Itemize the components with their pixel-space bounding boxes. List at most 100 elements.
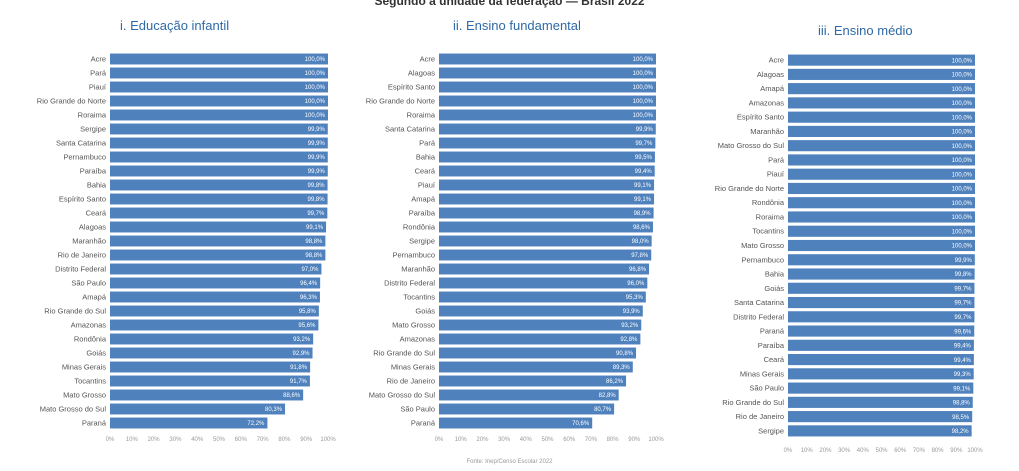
bar bbox=[788, 411, 973, 423]
bar bbox=[110, 109, 328, 121]
data-label: 100,0% bbox=[952, 187, 973, 193]
bar bbox=[788, 140, 975, 152]
data-label: 99,8% bbox=[308, 197, 326, 203]
bar bbox=[439, 207, 654, 219]
category-label: Mato Grosso do Sul bbox=[40, 405, 107, 414]
category-label: Distrito Federal bbox=[733, 312, 784, 321]
category-label: Maranhão bbox=[401, 265, 435, 274]
x-tick-label: 60% bbox=[235, 437, 248, 443]
x-tick-label: 30% bbox=[169, 437, 182, 443]
bar bbox=[110, 221, 327, 233]
category-label: Roraima bbox=[78, 111, 107, 120]
panel-title-medio: iii. Ensino médio bbox=[818, 23, 913, 38]
x-tick-label: 10% bbox=[126, 437, 139, 443]
x-tick-label: 0% bbox=[106, 437, 115, 443]
category-label: Goiás bbox=[86, 349, 106, 358]
data-label: 99,9% bbox=[308, 141, 326, 147]
bar bbox=[110, 403, 286, 415]
bar bbox=[110, 319, 319, 331]
bar bbox=[788, 296, 975, 309]
x-tick-label: 20% bbox=[148, 437, 161, 443]
bar bbox=[439, 319, 642, 331]
data-label: 98,8% bbox=[953, 401, 971, 407]
bar bbox=[788, 354, 974, 366]
bar bbox=[439, 53, 656, 65]
bar bbox=[110, 347, 313, 359]
bar bbox=[788, 97, 975, 109]
category-label: Distrito Federal bbox=[384, 279, 435, 288]
bar bbox=[110, 179, 328, 191]
data-label: 99,9% bbox=[636, 127, 654, 133]
data-label: 100,0% bbox=[305, 113, 326, 119]
x-tick-label: 60% bbox=[563, 437, 576, 443]
data-label: 96,0% bbox=[627, 281, 645, 287]
bar bbox=[110, 277, 321, 289]
bar bbox=[439, 179, 655, 191]
data-label: 100,0% bbox=[633, 57, 654, 63]
category-label: Amapá bbox=[411, 195, 436, 204]
category-label: Pará bbox=[90, 69, 107, 78]
x-tick-label: 40% bbox=[520, 437, 533, 443]
panel-title-infantil: i. Educação infantil bbox=[120, 18, 230, 33]
category-label: Rondônia bbox=[403, 223, 436, 232]
category-label: Amazonas bbox=[749, 98, 785, 107]
x-tick-label: 50% bbox=[875, 448, 888, 454]
category-label: Roraima bbox=[407, 111, 436, 120]
data-label: 99,3% bbox=[954, 372, 972, 378]
data-label: 99,6% bbox=[954, 329, 972, 335]
data-label: 99,7% bbox=[954, 315, 972, 321]
bar bbox=[788, 211, 975, 223]
chart-ensino-medio: Acre 100,0% Alagoas 100,0% Amapá 100,0% Amazon… bbox=[715, 54, 983, 454]
data-label: 88,6% bbox=[283, 393, 301, 399]
category-label: Amazonas bbox=[400, 335, 436, 344]
category-label: Santa Catarina bbox=[56, 139, 107, 148]
bar bbox=[110, 291, 320, 303]
x-tick-label: 10% bbox=[455, 437, 468, 443]
bar bbox=[439, 277, 648, 289]
bar bbox=[439, 165, 655, 177]
category-label: Amapá bbox=[760, 84, 785, 93]
data-label: 80,7% bbox=[594, 407, 612, 413]
category-label: Ceará bbox=[764, 355, 785, 364]
category-label: Bahia bbox=[765, 270, 785, 279]
x-tick-label: 0% bbox=[435, 437, 444, 443]
category-label: Rio Grande do Norte bbox=[715, 184, 784, 193]
bar bbox=[788, 311, 975, 323]
category-label: Pernambuco bbox=[392, 251, 435, 260]
bar bbox=[439, 81, 656, 93]
bar bbox=[439, 417, 593, 429]
category-label: Minas Gerais bbox=[62, 363, 106, 372]
bar bbox=[439, 249, 652, 261]
category-label: Tocantins bbox=[403, 293, 435, 302]
bar bbox=[788, 125, 975, 137]
bar bbox=[439, 305, 643, 317]
data-label: 91,8% bbox=[290, 365, 308, 371]
category-label: Espírito Santo bbox=[388, 83, 435, 92]
category-label: Espírito Santo bbox=[59, 195, 106, 204]
data-label: 100,0% bbox=[952, 87, 973, 93]
category-label: Rio de Janeiro bbox=[736, 412, 784, 421]
category-label: Paraíba bbox=[409, 209, 436, 218]
data-label: 99,1% bbox=[306, 225, 324, 231]
bar bbox=[788, 425, 972, 437]
data-label: 100,0% bbox=[952, 58, 973, 64]
x-tick-label: 100% bbox=[648, 437, 664, 443]
data-label: 100,0% bbox=[952, 244, 973, 250]
data-label: 99,8% bbox=[308, 183, 326, 189]
bar bbox=[788, 325, 975, 337]
data-label: 92,9% bbox=[293, 351, 311, 357]
x-tick-label: 40% bbox=[857, 448, 870, 454]
category-label: Rio de Janeiro bbox=[387, 377, 435, 386]
bar bbox=[439, 109, 656, 121]
bar bbox=[110, 375, 310, 387]
bar bbox=[110, 165, 328, 177]
bar bbox=[110, 207, 328, 219]
x-tick-label: 20% bbox=[476, 437, 489, 443]
category-label: Rio Grande do Norte bbox=[37, 97, 106, 106]
data-label: 86,2% bbox=[606, 379, 624, 385]
bar bbox=[788, 396, 973, 408]
category-label: São Paulo bbox=[749, 384, 784, 393]
x-tick-label: 80% bbox=[278, 437, 291, 443]
bar bbox=[110, 193, 328, 205]
data-label: 99,9% bbox=[308, 155, 326, 161]
